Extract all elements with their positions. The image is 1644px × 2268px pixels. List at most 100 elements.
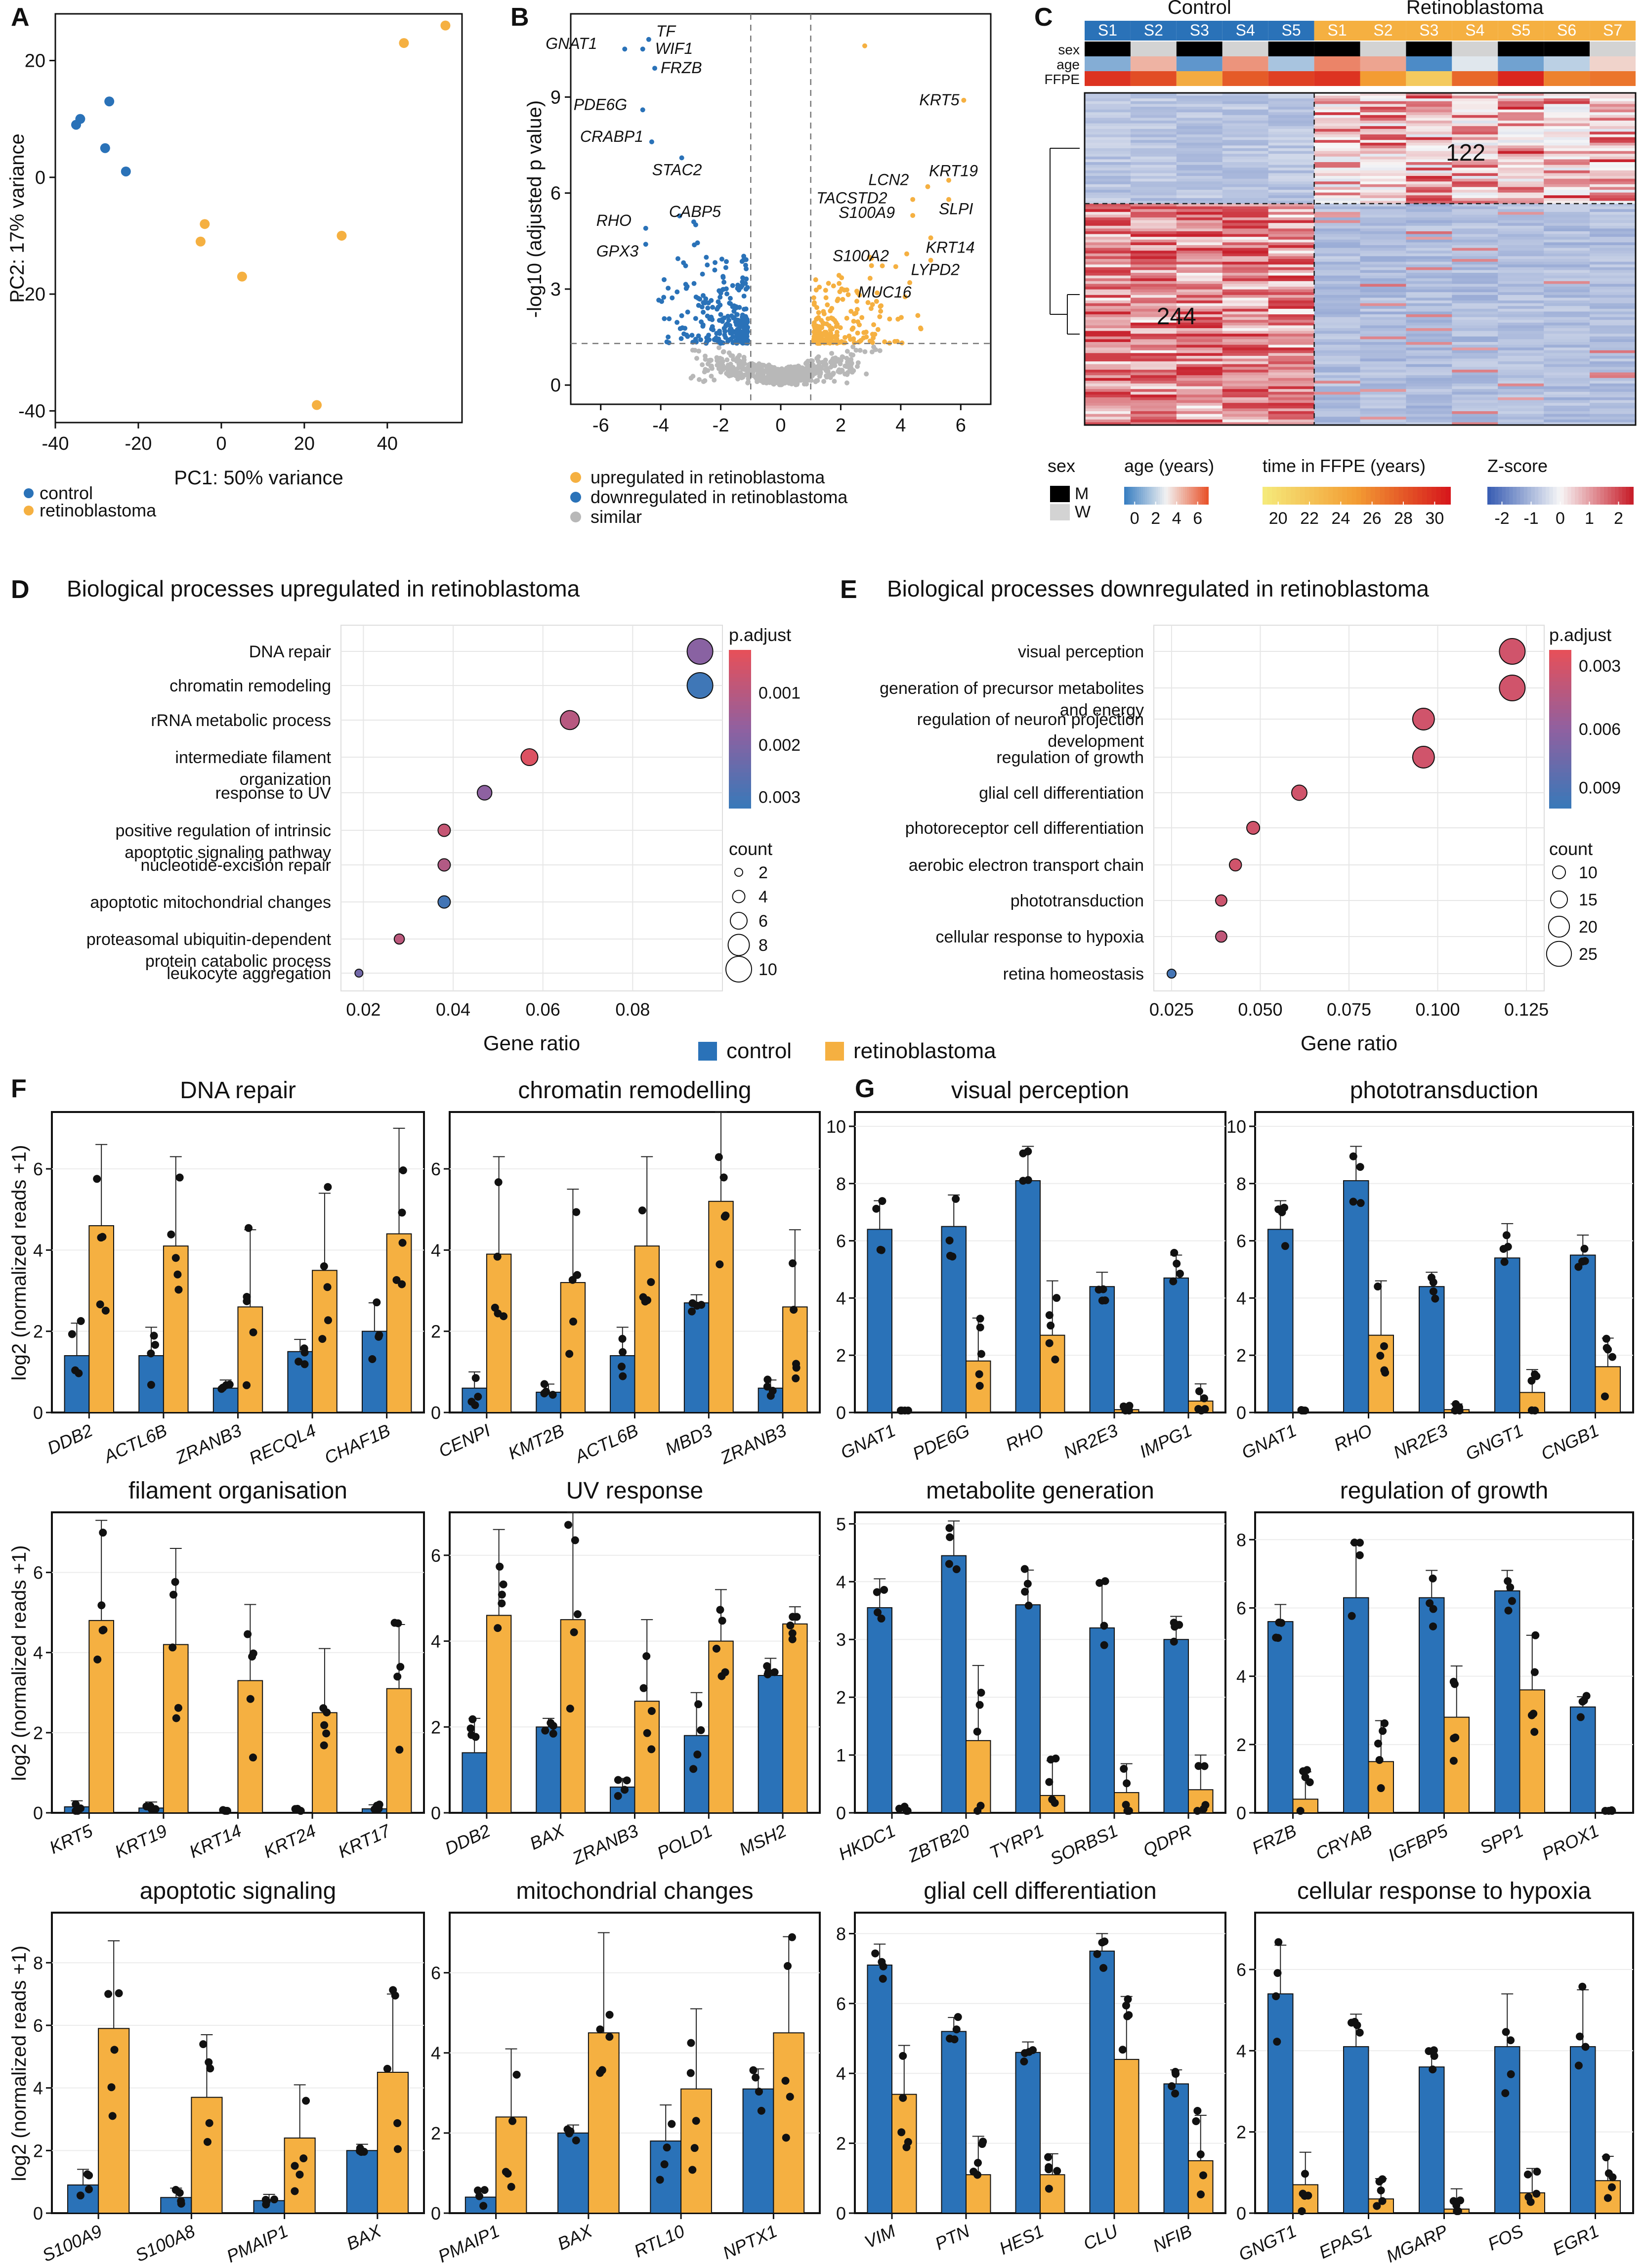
heatmap-cell [1590,317,1636,320]
heatmap-cell [1360,403,1406,406]
heatmap-cell [1130,148,1177,152]
heatmap-cell [1085,370,1131,373]
heatmap-cell [1222,370,1269,373]
heatmap-cell [1544,358,1590,362]
heatmap-cell [1498,339,1544,342]
heatmap-cell [1176,107,1223,110]
heatmap-cell [1406,339,1452,342]
up-gene-point [838,325,843,330]
heatmap-cell [1085,109,1131,113]
replicate-point [98,1626,107,1634]
heatmap-cell [1498,422,1544,426]
ffpe-legend-swatch [1380,487,1385,505]
heatmap-cell [1314,289,1360,293]
heatmap-cell [1176,331,1223,334]
heatmap-cell [1130,168,1177,171]
heatmap-cell [1590,134,1636,138]
replicate-point [1272,1992,1280,2001]
color-legend-swatch [729,784,751,789]
heatmap-cell [1176,403,1223,406]
replicate-point [174,1285,183,1294]
heatmap-cell [1130,128,1177,132]
heatmap-cell [1176,284,1223,287]
replicate-point [1578,1982,1587,1991]
ffpe-cell [1314,71,1360,86]
heatmap-cell [1360,422,1406,426]
heatmap-cell [1406,168,1452,171]
y-tick-label: 0 [1236,1403,1246,1423]
heatmap-cell [1360,159,1406,163]
up-gene-point [915,313,921,318]
up-gene-point [894,339,900,344]
heatmap-cell [1314,372,1360,376]
color-legend-swatch [1549,772,1571,777]
heatmap-cell [1222,107,1269,110]
heatmap-cell [1590,364,1636,367]
replicate-point [619,1348,627,1356]
heatmap-cell [1085,417,1131,420]
heatmap-cell [1085,350,1131,353]
heatmap-cell [1452,284,1498,287]
dot-8 [393,933,405,945]
heatmap-cell [1085,142,1131,146]
age-legend-swatch [1183,487,1186,505]
heatmap-cell [1268,95,1315,99]
zscore-legend-tick-label: 2 [1614,509,1623,528]
y-tick-label: 6 [33,1159,43,1179]
y-tick-label: 0 [33,1403,43,1423]
zscore-legend-swatch [1517,487,1521,505]
heatmap-cell [1085,187,1131,190]
heatmap-cell [1360,417,1406,420]
up-gene-point [833,334,838,339]
replicate-point [1273,2038,1281,2046]
down-gene-point [705,305,711,311]
replicate-point [1427,1274,1435,1282]
gene-tick-label: RECQL4 [246,1420,319,1468]
gene-label: KRT5 [919,91,959,109]
replicate-point [173,1270,182,1279]
heatmap-cell [1452,137,1498,140]
similar-gene-point [777,376,782,382]
heatmap-cell [1176,154,1223,157]
zscore-legend-swatch [1571,487,1575,505]
replicate-point [792,1360,801,1368]
heatmap-cell [1222,142,1269,146]
heatmap-cell [1222,234,1269,237]
heatmap-cell [1360,275,1406,279]
replicate-point [623,1776,631,1785]
down-gene-point [718,341,723,346]
replicate-point [663,2143,671,2152]
x-tick-label: -2 [713,415,729,436]
color-legend-swatch [729,749,751,753]
replicate-point [205,2119,213,2127]
zscore-legend-swatch [1567,487,1572,505]
heatmap-cell [1498,140,1544,143]
heatmap-cell [1130,176,1177,179]
heatmap-cell [1544,95,1590,99]
heatmap-cell [1130,237,1177,240]
heatmap-cell [1130,358,1177,362]
gene-tick-label: POLD1 [654,1820,715,1863]
age-legend-swatch [1143,487,1146,505]
zscore-legend-swatch [1607,487,1612,505]
replicate-point [291,1805,299,1813]
heatmap-cell [1498,231,1544,235]
zscore-legend-swatch [1600,487,1604,505]
heatmap-cell [1406,270,1452,273]
zscore-legend-swatch [1629,487,1634,505]
heatmap-cell [1406,176,1452,179]
replicate-point [203,2138,211,2146]
replicate-point [471,1374,480,1382]
replicate-point [1194,1405,1203,1413]
replicate-point [249,1328,257,1336]
replicate-point [93,1655,102,1664]
similar-gene-point [781,372,786,377]
color-legend-swatch [1549,670,1571,674]
age-cell [1360,56,1406,71]
heatmap-cell [1268,104,1315,107]
heatmap-cell [1452,259,1498,262]
heatmap-cell [1176,209,1223,213]
heatmap-cell [1360,317,1406,320]
replicate-point [480,2186,489,2194]
heatmap-cell [1085,134,1131,138]
